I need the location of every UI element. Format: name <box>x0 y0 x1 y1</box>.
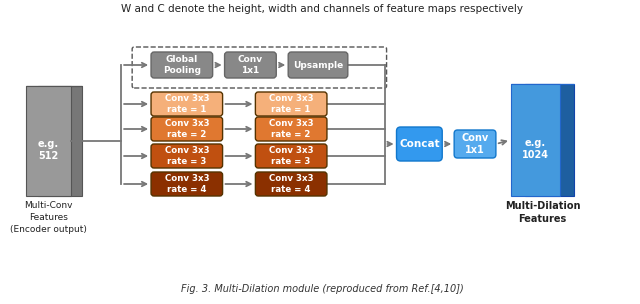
Text: W and C denote the height, width and channels of feature maps respectively: W and C denote the height, width and cha… <box>121 4 523 14</box>
FancyBboxPatch shape <box>255 172 327 196</box>
Text: Conv 3x3
rate = 2: Conv 3x3 rate = 2 <box>164 119 209 139</box>
Text: Conv 3x3
rate = 2: Conv 3x3 rate = 2 <box>269 119 314 139</box>
FancyBboxPatch shape <box>225 52 276 78</box>
Text: Multi-Conv
Features
(Encoder output): Multi-Conv Features (Encoder output) <box>10 201 86 233</box>
Text: Conv 3x3
rate = 3: Conv 3x3 rate = 3 <box>269 146 314 166</box>
Text: Conv
1x1: Conv 1x1 <box>461 133 489 155</box>
Text: Global
Pooling: Global Pooling <box>163 55 201 75</box>
FancyBboxPatch shape <box>255 117 327 141</box>
Text: Upsample: Upsample <box>293 60 343 70</box>
FancyBboxPatch shape <box>151 92 223 116</box>
FancyBboxPatch shape <box>454 130 496 158</box>
FancyBboxPatch shape <box>151 172 223 196</box>
Text: Conv
1x1: Conv 1x1 <box>238 55 263 75</box>
Polygon shape <box>511 84 561 196</box>
FancyBboxPatch shape <box>151 52 212 78</box>
Polygon shape <box>26 86 70 196</box>
Text: e.g.
512: e.g. 512 <box>38 139 59 161</box>
FancyBboxPatch shape <box>151 117 223 141</box>
Polygon shape <box>38 86 83 196</box>
Text: Fig. 3. Multi-Dilation module (reproduced from Ref.[4,10]): Fig. 3. Multi-Dilation module (reproduce… <box>180 284 463 294</box>
FancyBboxPatch shape <box>255 144 327 168</box>
Text: Conv 3x3
rate = 4: Conv 3x3 rate = 4 <box>269 174 314 194</box>
Text: Conv 3x3
rate = 1: Conv 3x3 rate = 1 <box>269 94 314 114</box>
Text: Conv 3x3
rate = 1: Conv 3x3 rate = 1 <box>164 94 209 114</box>
FancyBboxPatch shape <box>255 92 327 116</box>
FancyBboxPatch shape <box>151 144 223 168</box>
Polygon shape <box>525 84 575 196</box>
Text: e.g.
1024: e.g. 1024 <box>522 138 549 160</box>
Text: Conv 3x3
rate = 3: Conv 3x3 rate = 3 <box>164 146 209 166</box>
Text: Concat: Concat <box>399 139 440 149</box>
Text: Conv 3x3
rate = 4: Conv 3x3 rate = 4 <box>164 174 209 194</box>
FancyBboxPatch shape <box>397 127 442 161</box>
Text: Multi-Dilation
Features: Multi-Dilation Features <box>505 201 580 224</box>
FancyBboxPatch shape <box>288 52 348 78</box>
